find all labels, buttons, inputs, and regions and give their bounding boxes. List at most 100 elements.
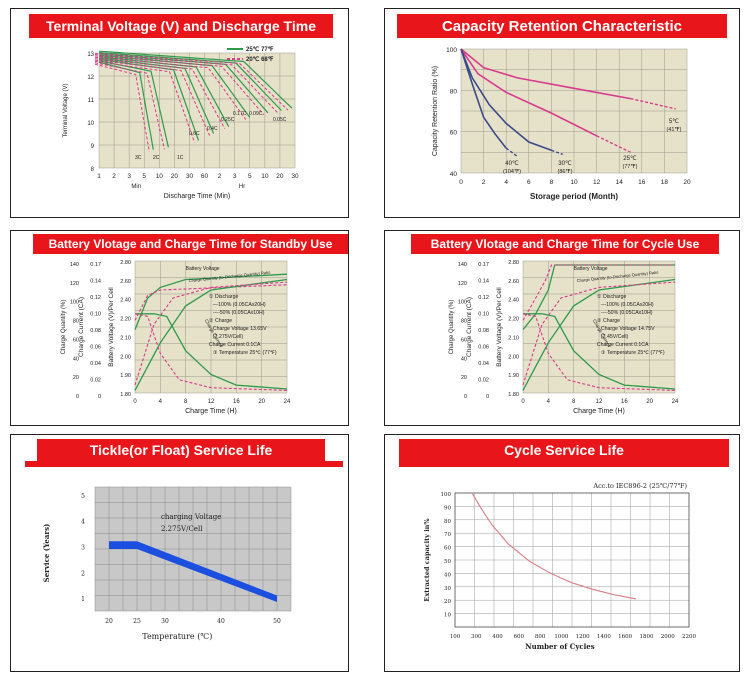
quantity-tick: 20	[73, 375, 79, 381]
voltage-tick: 2.40	[508, 298, 519, 304]
charge-quantity-curve	[134, 278, 288, 391]
standby-charge-chart: 02040608010012014000.020.040.060.080.100…	[61, 260, 291, 415]
panel-title: Terminal Voltage (V) and Discharge Time	[29, 14, 333, 38]
panel-cycle-charge: Battery Vlotage and Charge Time for Cycl…	[384, 230, 740, 426]
charge-current-curve	[135, 313, 288, 390]
x-tick-label: 1400	[597, 634, 611, 640]
x-tick-label: 20	[171, 173, 179, 180]
y-tick-label: 20	[444, 599, 451, 605]
note-line: ----50% (0.05CAx10H)	[213, 310, 265, 316]
x-tick-label: 30	[186, 173, 194, 180]
current-tick: 0.02	[90, 378, 101, 384]
voltage-tick: 2.10	[508, 335, 519, 341]
x-tick-label: 40	[217, 618, 225, 625]
current-tick: 0.17	[90, 262, 101, 268]
y-tick-label: 5	[81, 493, 85, 500]
x-tick-label: 10	[261, 173, 269, 180]
y-tick-label: 9	[91, 144, 95, 150]
voltage-tick: 2.40	[120, 298, 131, 304]
x-tick-label: 60	[201, 173, 209, 180]
y-tick-label: 40	[444, 572, 451, 578]
rate-label: 0.17C	[233, 111, 247, 117]
quantity-tick: 40	[461, 356, 467, 362]
x-tick-label: 30	[161, 618, 169, 625]
current-tick: 0.12	[90, 295, 101, 301]
note-line: (2.45V/Cell)	[601, 334, 629, 340]
x-tick-label: 12	[208, 399, 215, 405]
current-tick: 0.12	[478, 295, 489, 301]
y-axis-label: Battery Voltage (V)/Per Cell	[496, 287, 503, 367]
y-axis-label: Service (Years)	[42, 524, 51, 583]
retention-curve-tail	[551, 149, 563, 156]
x-tick-label: 24	[672, 399, 679, 405]
x-tick-label: 0	[459, 179, 463, 186]
y-axis-label: Extracted capacity in%	[423, 518, 431, 602]
annotation-line: 2.275V/Cell	[161, 525, 203, 533]
y-tick-label: 8	[91, 167, 95, 173]
x-tick-label: 12	[593, 179, 601, 186]
x-tick-label: 100	[450, 634, 461, 640]
voltage-tick: 2.80	[508, 260, 519, 266]
panel-terminal-voltage: Terminal Voltage (V) and Discharge Time …	[10, 8, 349, 218]
rate-label: 1C	[177, 155, 184, 161]
rate-label: 0.25C	[221, 117, 235, 123]
panel-title: Battery Vlotage and Charge Time for Cycl…	[411, 234, 719, 254]
x-tick-label: 20	[258, 399, 265, 405]
x-tick-label: 2	[482, 179, 486, 186]
current-tick: 0.08	[478, 328, 489, 334]
rate-label: 0.6C	[189, 131, 200, 137]
y-axis-label: Terminal Voltage (V)	[63, 83, 69, 137]
retention-curve-tail	[505, 147, 518, 158]
x-tick-label: 600	[514, 634, 525, 640]
x-tick-label: 50	[273, 618, 281, 625]
x-tick-label: 10	[156, 173, 164, 180]
y-tick-label: 11	[88, 98, 95, 104]
retention-curve	[460, 48, 552, 152]
x-tick-label: 20	[646, 399, 653, 405]
x-tick-label: 800	[535, 634, 546, 640]
curve-25c	[98, 54, 251, 118]
x-tick-label: 10	[570, 179, 578, 186]
y-tick-label: 30	[444, 586, 451, 592]
quantity-tick: 80	[461, 319, 467, 325]
y-tick-label: 70	[444, 532, 451, 538]
current-tick: 0.04	[478, 361, 489, 367]
y-tick-label: 80	[450, 88, 458, 95]
y-tick-label: 10	[87, 121, 94, 127]
x-tick-label: 400	[492, 634, 503, 640]
y-tick-label: 100	[441, 492, 452, 498]
x-tick-label: 4	[504, 179, 508, 186]
charge-quantity-curve	[522, 278, 676, 391]
title-strip	[25, 461, 343, 467]
current-tick: 0.10	[90, 312, 101, 318]
quantity-tick: 120	[458, 281, 467, 287]
curve-20c	[94, 59, 211, 136]
quantity-tick: 0	[464, 394, 467, 400]
voltage-tick: 1.90	[508, 373, 519, 379]
title-strip	[399, 461, 729, 467]
voltage-tick: 1.80	[120, 392, 131, 398]
x-axis-label: Storage period (Month)	[530, 192, 618, 201]
x-tick-label: 5	[142, 173, 146, 180]
y-tick-label: 40	[450, 171, 458, 178]
capacity-retention-chart: 0 2 4 6 8 10 12 14 16 18 20 40 60 80 100 Storage period…	[432, 47, 691, 201]
y-axis-label: Charge Quantity (%)	[61, 300, 67, 355]
curve-20c	[94, 58, 226, 129]
y-tick-label: 2	[81, 570, 85, 577]
panel-standby-charge: Battery Vlotage and Charge Time for Stan…	[10, 230, 349, 426]
voltage-tick: 2.60	[508, 279, 519, 285]
x-tick-label: 12	[596, 399, 603, 405]
note-line: ③ Temperature 25℃ (77℉)	[601, 350, 665, 356]
panel-title: Cycle Service Life	[399, 439, 729, 461]
panel-capacity-retention: Capacity Retention Characteristic 0 2 4 6 8 1…	[384, 8, 740, 218]
x-tick-label: 1	[97, 173, 101, 180]
curve-25c	[98, 53, 269, 114]
current-tick: 0.08	[90, 328, 101, 334]
y-tick-label: 90	[444, 505, 451, 511]
voltage-tick: 2.20	[120, 317, 131, 323]
x-tick-label: 5	[248, 173, 252, 180]
curve-label: Battery Voltage	[574, 266, 608, 272]
x-tick-label: 0	[133, 399, 137, 405]
current-tick: 0.06	[90, 345, 101, 351]
x-tick-label: 24	[284, 399, 291, 405]
